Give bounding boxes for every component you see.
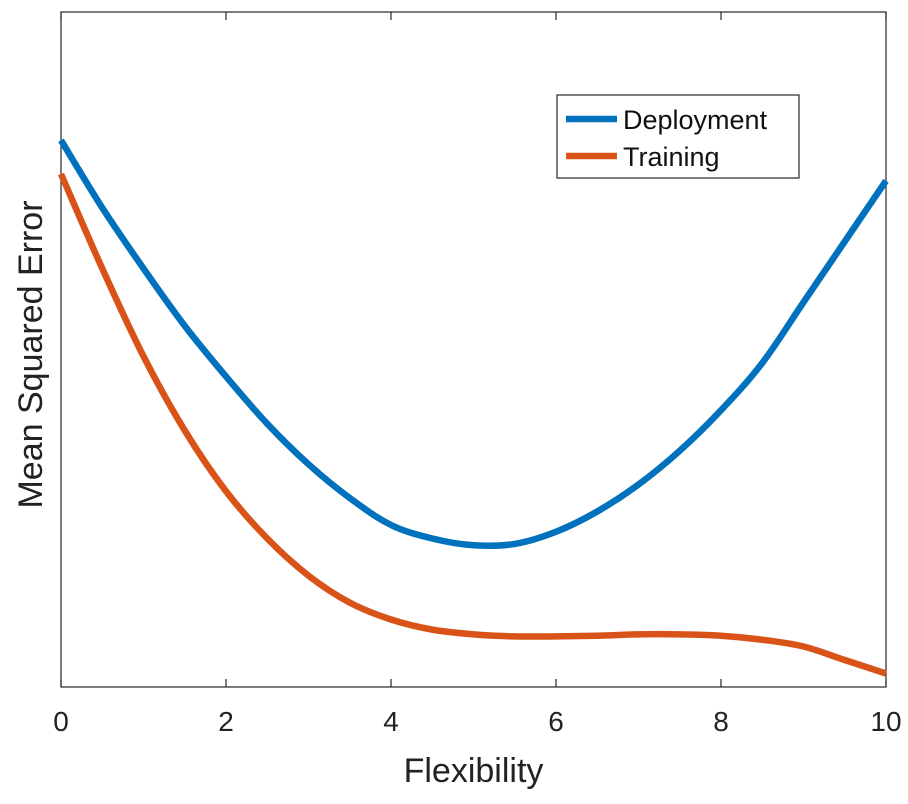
x-tick-label: 4 xyxy=(383,706,399,737)
x-tick-label: 2 xyxy=(218,706,234,737)
x-axis-label: Flexibility xyxy=(404,752,544,790)
x-tick-label: 10 xyxy=(870,706,901,737)
series-line-deployment xyxy=(58,138,889,550)
y-axis-label: Mean Squared Error xyxy=(12,200,50,508)
legend-label-deployment: Deployment xyxy=(623,105,768,135)
series-line-training xyxy=(58,172,888,677)
legend-box xyxy=(556,94,800,179)
x-tick-label: 8 xyxy=(713,706,729,737)
x-tick-label: 0 xyxy=(53,706,69,737)
x-tick-label: 6 xyxy=(548,706,564,737)
legend-label-training: Training xyxy=(623,142,720,172)
